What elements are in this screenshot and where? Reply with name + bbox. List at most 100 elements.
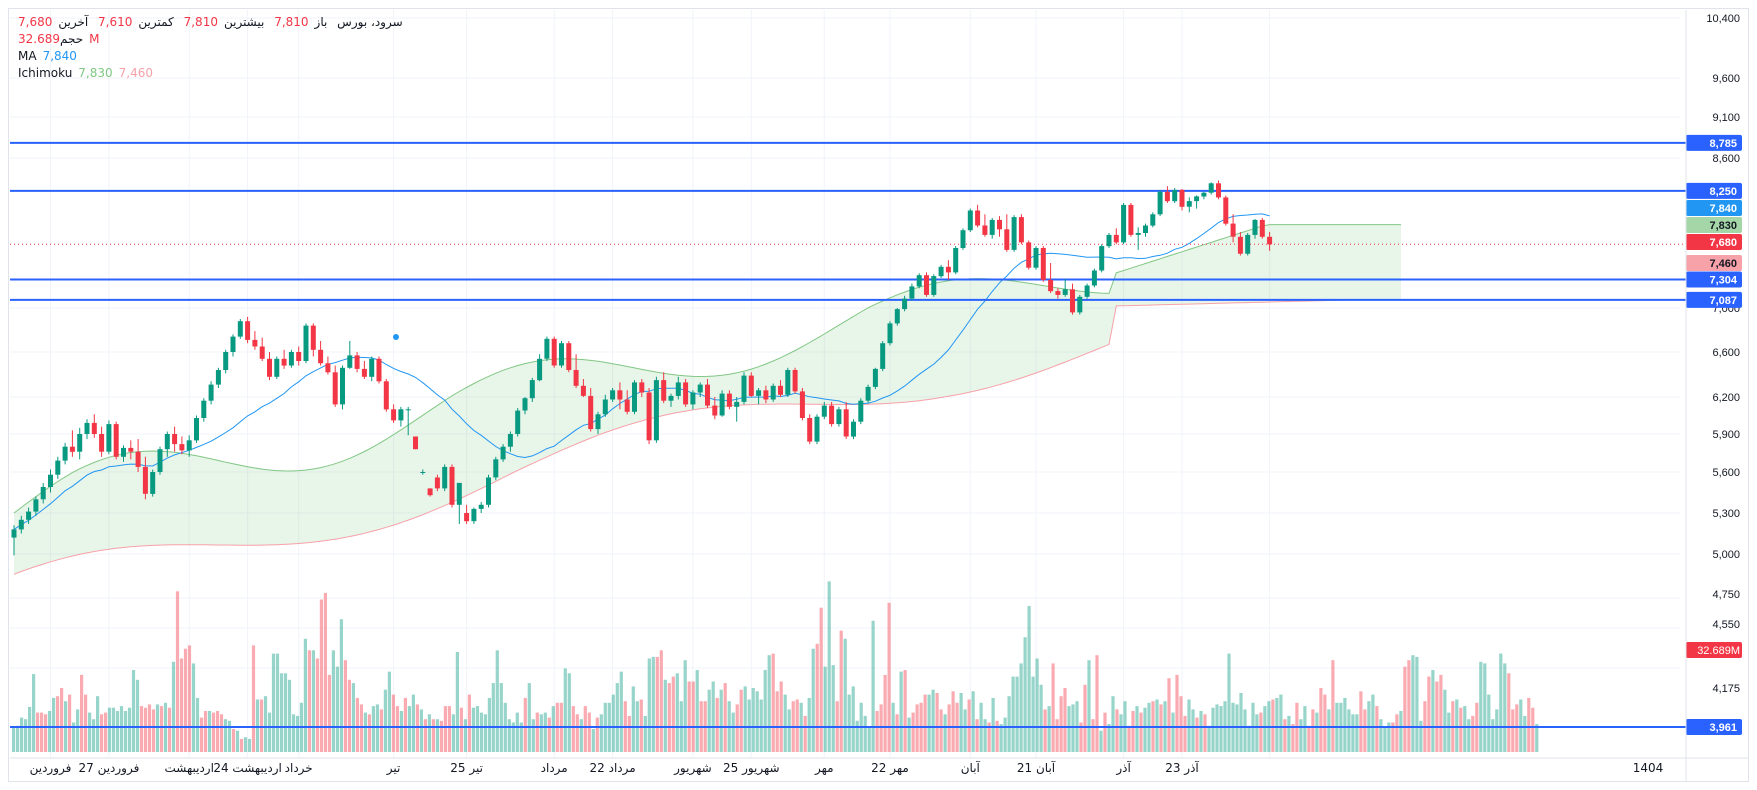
volume-bar xyxy=(535,712,539,752)
candle-body xyxy=(471,508,477,522)
candle-body xyxy=(142,466,148,494)
candle xyxy=(464,504,470,524)
price-tick-label: 6,200 xyxy=(1712,392,1740,404)
volume-bar xyxy=(1283,719,1287,752)
candle xyxy=(1121,203,1127,245)
volume-bar xyxy=(571,706,575,752)
volume-bar xyxy=(211,712,216,752)
candle xyxy=(456,482,462,524)
candle xyxy=(734,397,740,422)
volume-bar xyxy=(723,683,727,752)
candle xyxy=(566,341,572,373)
volume-bar xyxy=(20,717,24,752)
candle-body xyxy=(1048,279,1054,292)
candle xyxy=(975,204,981,228)
volume-bar xyxy=(1191,709,1195,752)
volume-bar xyxy=(151,709,156,752)
volume-bar xyxy=(76,709,80,752)
candle-body xyxy=(1040,248,1046,280)
candle-body xyxy=(945,266,951,273)
candle-body xyxy=(215,370,221,385)
ma-row: MA 7,840 xyxy=(18,48,409,65)
candle xyxy=(705,379,710,409)
volume-bar xyxy=(827,581,831,752)
volume-bar xyxy=(747,699,751,752)
candle-body xyxy=(639,382,645,393)
candle xyxy=(507,431,513,452)
candle xyxy=(610,388,616,402)
volume-bar xyxy=(1487,694,1491,752)
volume-bar xyxy=(323,592,327,752)
volume-bar xyxy=(1507,673,1511,752)
volume-bar xyxy=(995,720,999,752)
volume-bar xyxy=(80,674,84,752)
volume-bar xyxy=(1459,707,1463,752)
volume-label: حجم xyxy=(60,32,84,46)
candle-body xyxy=(252,339,258,347)
low-label: کمترین xyxy=(138,15,174,29)
volume-bar xyxy=(375,704,379,752)
volume-bar xyxy=(675,673,679,752)
candle xyxy=(340,365,345,410)
candle-body xyxy=(113,424,119,457)
candle xyxy=(478,502,484,513)
volume-bar xyxy=(615,683,619,752)
candle xyxy=(69,430,75,457)
high-label: بیشترین xyxy=(223,15,265,29)
candle-body xyxy=(303,325,309,361)
volume-bar xyxy=(783,694,787,752)
volume-bar xyxy=(1511,709,1515,752)
time-tick-label: فروردین xyxy=(30,761,72,776)
volume-bar xyxy=(100,714,104,752)
candle xyxy=(442,464,448,492)
volume-bar xyxy=(915,704,919,752)
volume-bar xyxy=(263,696,268,752)
candle-body xyxy=(11,529,17,538)
candle xyxy=(310,323,316,357)
volume-bar xyxy=(883,674,887,752)
volume-bar xyxy=(1407,660,1411,752)
candle xyxy=(179,436,185,455)
candle-body xyxy=(77,434,83,452)
candle-body xyxy=(778,385,783,395)
candle-body xyxy=(383,381,389,410)
volume-bar xyxy=(267,712,272,752)
candle-body xyxy=(1004,229,1010,250)
volume-bar xyxy=(971,691,975,752)
volume-bar xyxy=(1219,706,1223,752)
volume-bar xyxy=(359,704,363,752)
volume-bar xyxy=(1371,694,1375,752)
volume-bar xyxy=(1359,691,1363,752)
candle-body xyxy=(894,309,900,324)
candle xyxy=(434,474,440,492)
candle xyxy=(391,404,397,423)
candle xyxy=(186,435,192,457)
candle xyxy=(1252,218,1258,239)
time-tick-label: اردیبهشت xyxy=(164,761,213,776)
candle xyxy=(887,321,893,346)
candle-body xyxy=(391,409,397,421)
volume-bar xyxy=(927,694,931,752)
candles xyxy=(11,180,1273,556)
volume-bar xyxy=(647,658,651,752)
volume-bar xyxy=(1287,715,1291,752)
candle-body xyxy=(653,380,659,441)
volume-bar xyxy=(60,688,64,752)
candle-body xyxy=(325,363,331,373)
price-tick-label: 9,600 xyxy=(1712,73,1740,85)
candle xyxy=(902,295,908,312)
candle-body xyxy=(413,436,418,450)
candle xyxy=(230,334,236,357)
price-badges: 8,785 8,250 7,304 7,087 3,961 7,840 7,830 7,680… xyxy=(1686,134,1742,735)
candle-body xyxy=(522,398,528,411)
volume-bar xyxy=(627,715,631,752)
volume-bar xyxy=(939,709,943,752)
candle-body xyxy=(1106,234,1112,247)
volume-bar xyxy=(803,715,807,752)
volume-bar xyxy=(967,699,971,752)
volume-bar xyxy=(1135,706,1139,752)
time-tick-label: 23 آذر xyxy=(1165,760,1199,776)
volume-bar xyxy=(1051,663,1055,752)
candle-body xyxy=(924,275,929,295)
